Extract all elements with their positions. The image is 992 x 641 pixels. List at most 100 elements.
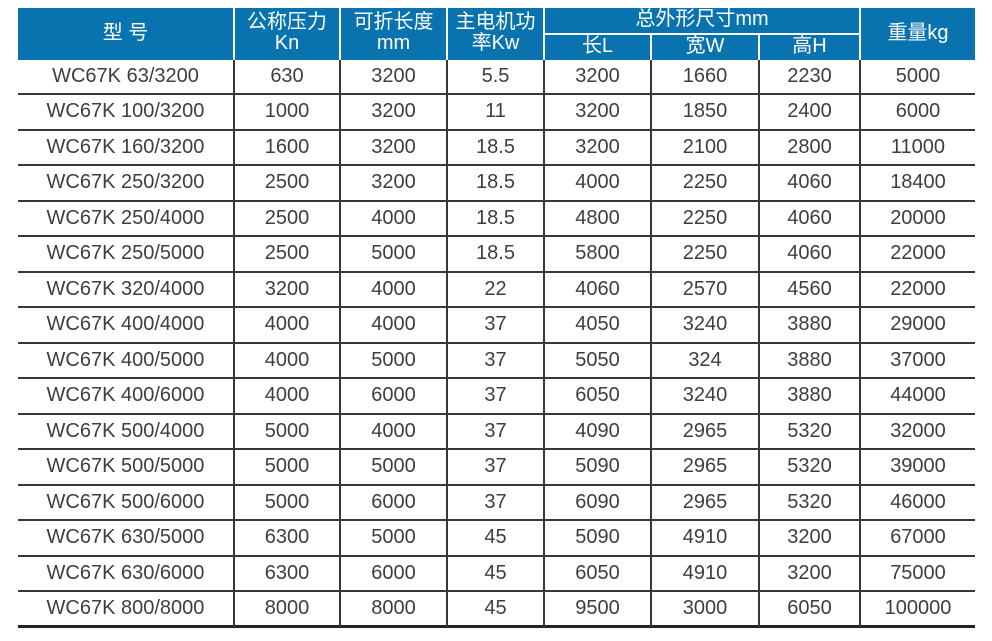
header-motor-power: 主电机功 率Kw [448, 8, 545, 60]
table-row: WC67K 400/5000 4000 5000 37 5050 324 3880 37000 [18, 343, 975, 380]
cell-model: WC67K 500/6000 [18, 485, 235, 522]
table-body: WC67K 63/3200 630 3200 5.5 3200 1660 2230 5000 W… [18, 59, 975, 628]
table-row: WC67K 800/8000 8000 8000 45 9500 3000 6050 1000… [18, 592, 975, 628]
cell-weight-kg: 32000 [861, 414, 975, 451]
cell-dim-l: 6090 [545, 485, 652, 522]
cell-fold-length-mm: 3200 [341, 95, 448, 131]
cell-dim-h: 4060 [760, 166, 861, 202]
cell-pressure-kn: 5000 [235, 414, 341, 451]
header-fold-length: 可折长度 mm [341, 8, 448, 60]
cell-motor-power-kw: 5.5 [448, 59, 545, 96]
cell-dim-h: 4560 [760, 272, 861, 309]
cell-motor-power-kw: 18.5 [448, 130, 545, 167]
cell-pressure-kn: 4000 [235, 308, 341, 344]
cell-model: WC67K 800/8000 [18, 592, 235, 628]
cell-pressure-kn: 6300 [235, 556, 341, 593]
table-row: WC67K 250/5000 2500 5000 18.5 5800 2250 4060 22… [18, 237, 975, 273]
cell-motor-power-kw: 37 [448, 379, 545, 415]
header-pressure: 公称压力 Kn [235, 8, 341, 60]
cell-weight-kg: 100000 [861, 592, 975, 628]
cell-pressure-kn: 5000 [235, 485, 341, 522]
cell-pressure-kn: 4000 [235, 379, 341, 415]
cell-weight-kg: 75000 [861, 556, 975, 593]
table-row: WC67K 500/6000 5000 6000 37 6090 2965 5320 4600… [18, 485, 975, 522]
cell-pressure-kn: 6300 [235, 521, 341, 557]
cell-motor-power-kw: 37 [448, 485, 545, 522]
table-row: WC67K 400/6000 4000 6000 37 6050 3240 3880 4400… [18, 379, 975, 415]
table-row: WC67K 400/4000 4000 4000 37 4050 3240 3880 2900… [18, 308, 975, 344]
cell-dim-w: 2965 [652, 414, 760, 451]
cell-fold-length-mm: 3200 [341, 130, 448, 167]
cell-model: WC67K 400/6000 [18, 379, 235, 415]
cell-fold-length-mm: 4000 [341, 414, 448, 451]
header-model-label: 型 号 [102, 21, 149, 44]
cell-dim-h: 3880 [760, 308, 861, 344]
cell-weight-kg: 44000 [861, 379, 975, 415]
cell-dim-l: 3200 [545, 95, 652, 131]
cell-motor-power-kw: 45 [448, 592, 545, 628]
cell-fold-length-mm: 6000 [341, 556, 448, 593]
cell-weight-kg: 5000 [861, 59, 975, 96]
cell-weight-kg: 11000 [861, 130, 975, 167]
cell-dim-h: 3200 [760, 556, 861, 593]
cell-pressure-kn: 8000 [235, 592, 341, 628]
cell-dim-l: 5090 [545, 450, 652, 486]
cell-model: WC67K 160/3200 [18, 130, 235, 167]
cell-motor-power-kw: 37 [448, 343, 545, 380]
cell-model: WC67K 250/3200 [18, 166, 235, 202]
cell-dim-h: 2400 [760, 95, 861, 131]
header-dim-w: 宽W [652, 35, 760, 60]
cell-model: WC67K 500/4000 [18, 414, 235, 451]
cell-motor-power-kw: 45 [448, 521, 545, 557]
cell-dim-h: 5320 [760, 414, 861, 451]
table-row: WC67K 630/5000 6300 5000 45 5090 4910 3200 6700… [18, 521, 975, 557]
cell-motor-power-kw: 18.5 [448, 201, 545, 238]
cell-weight-kg: 22000 [861, 237, 975, 273]
table-header: 型 号 公称压力 Kn 可折长度 mm 主电机功 率Kw 总外形尺寸mm [18, 8, 975, 60]
table-row: WC67K 320/4000 3200 4000 22 4060 2570 4560 2200… [18, 272, 975, 309]
cell-model: WC67K 250/4000 [18, 201, 235, 238]
cell-weight-kg: 18400 [861, 166, 975, 202]
table-row: WC67K 500/5000 5000 5000 37 5090 2965 5320 3900… [18, 450, 975, 486]
cell-weight-kg: 39000 [861, 450, 975, 486]
cell-weight-kg: 22000 [861, 272, 975, 309]
cell-weight-kg: 46000 [861, 485, 975, 522]
cell-model: WC67K 400/5000 [18, 343, 235, 380]
table-row: WC67K 500/4000 5000 4000 37 4090 2965 5320 3200… [18, 414, 975, 451]
cell-model: WC67K 630/5000 [18, 521, 235, 557]
cell-motor-power-kw: 22 [448, 272, 545, 309]
spec-table-container: 型 号 公称压力 Kn 可折长度 mm 主电机功 率Kw 总外形尺寸mm [18, 8, 975, 628]
cell-dim-w: 2250 [652, 166, 760, 202]
cell-model: WC67K 63/3200 [18, 59, 235, 96]
cell-dim-h: 5320 [760, 450, 861, 486]
cell-dim-w: 2100 [652, 130, 760, 167]
cell-motor-power-kw: 37 [448, 450, 545, 486]
header-dimensions-group: 总外形尺寸mm [545, 8, 861, 35]
table-row: WC67K 250/4000 2500 4000 18.5 4800 2250 4060 20… [18, 201, 975, 238]
cell-fold-length-mm: 6000 [341, 485, 448, 522]
cell-model: WC67K 500/5000 [18, 450, 235, 486]
cell-dim-l: 5050 [545, 343, 652, 380]
cell-motor-power-kw: 18.5 [448, 237, 545, 273]
cell-dim-w: 4910 [652, 556, 760, 593]
cell-dim-h: 4060 [760, 237, 861, 273]
cell-pressure-kn: 630 [235, 59, 341, 96]
cell-dim-w: 2250 [652, 201, 760, 238]
cell-pressure-kn: 1000 [235, 95, 341, 131]
cell-dim-l: 5800 [545, 237, 652, 273]
cell-dim-w: 1660 [652, 59, 760, 96]
cell-model: WC67K 320/4000 [18, 272, 235, 309]
cell-fold-length-mm: 5000 [341, 343, 448, 380]
cell-dim-w: 4910 [652, 521, 760, 557]
header-model: 型 号 [18, 8, 235, 60]
cell-model: WC67K 400/4000 [18, 308, 235, 344]
cell-dim-w: 2250 [652, 237, 760, 273]
cell-dim-l: 9500 [545, 592, 652, 628]
cell-weight-kg: 67000 [861, 521, 975, 557]
cell-dim-l: 6050 [545, 379, 652, 415]
cell-weight-kg: 6000 [861, 95, 975, 131]
cell-dim-h: 3880 [760, 379, 861, 415]
cell-dim-l: 3200 [545, 59, 652, 96]
cell-dim-l: 4800 [545, 201, 652, 238]
cell-dim-h: 2800 [760, 130, 861, 167]
